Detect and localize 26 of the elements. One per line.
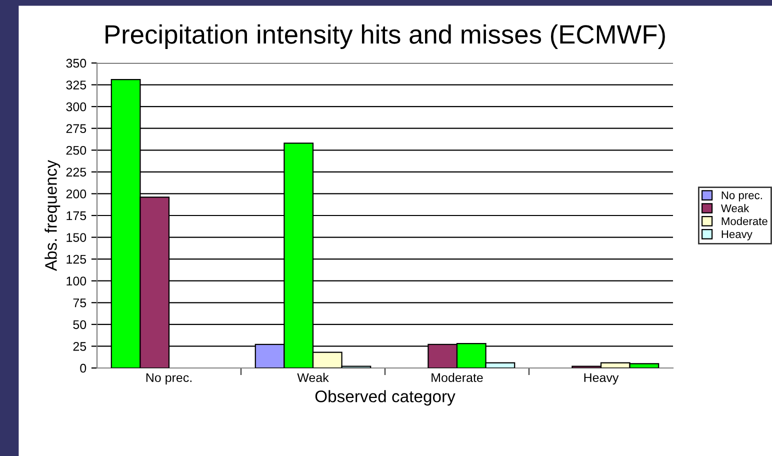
y-tick-label: 300 bbox=[66, 102, 86, 112]
x-tick-label: No prec. bbox=[146, 373, 192, 385]
legend-label: Heavy bbox=[722, 230, 752, 240]
y-tick-label: 350 bbox=[66, 58, 86, 68]
x-tick-label: Weak bbox=[297, 372, 329, 382]
y-tick-label: 275 bbox=[66, 124, 86, 134]
y-tick-label: 75 bbox=[73, 298, 86, 308]
x-tick-label: Heavy bbox=[584, 373, 619, 385]
y-tick-label: 50 bbox=[73, 320, 86, 330]
y-tick-label: 225 bbox=[66, 168, 86, 177]
y-tick-label: 100 bbox=[66, 276, 86, 286]
y-tick-label: 200 bbox=[66, 190, 86, 198]
legend-label: Weak bbox=[720, 204, 750, 212]
y-tick-label: 0 bbox=[80, 364, 86, 373]
x-tick-label: Moderate bbox=[432, 372, 483, 382]
legend-label: Moderate bbox=[722, 217, 768, 226]
legend-label: No prec. bbox=[722, 191, 762, 202]
chart-title: Precipitation intensity hits and misses (ECMWF) bbox=[106, 24, 665, 50]
y-tick-label: 250 bbox=[66, 146, 86, 155]
y-tick-label: 325 bbox=[66, 80, 86, 90]
x-axis-title: Observed category bbox=[315, 390, 456, 406]
y-tick-label: 150 bbox=[66, 233, 86, 242]
y-tick-label: 125 bbox=[66, 254, 86, 264]
y-tick-label: 175 bbox=[66, 211, 86, 220]
y-tick-label: 25 bbox=[73, 342, 86, 351]
y-axis-title: Abs. frequency bbox=[44, 160, 60, 272]
